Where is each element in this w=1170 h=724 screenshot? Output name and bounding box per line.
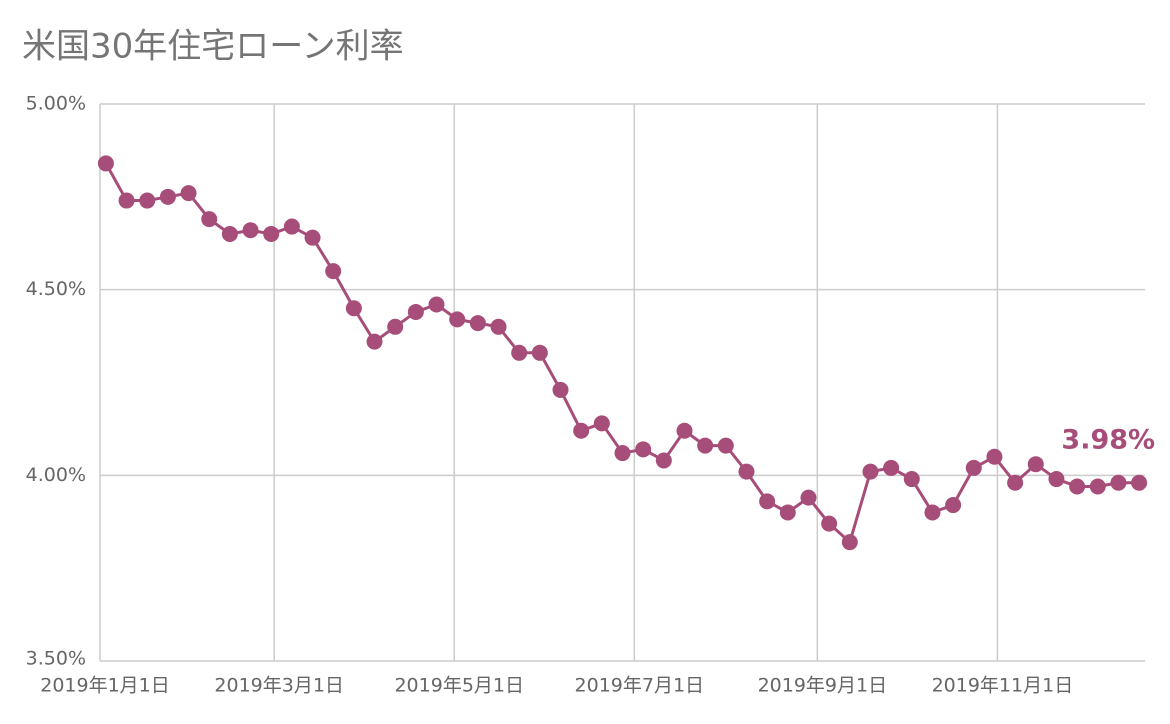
point — [242, 222, 259, 239]
point — [759, 493, 776, 510]
point — [201, 211, 218, 228]
point — [345, 300, 362, 317]
point — [1110, 474, 1127, 491]
point — [903, 471, 920, 488]
x-tick-label: 2019年11月1日 — [932, 675, 1074, 697]
point — [1048, 471, 1065, 488]
point — [118, 192, 135, 209]
point — [800, 489, 817, 506]
x-tick-label: 2019年7月1日 — [575, 675, 705, 697]
point — [531, 344, 548, 361]
point — [304, 229, 321, 246]
point — [1027, 456, 1044, 473]
point — [924, 504, 941, 521]
point — [945, 497, 962, 514]
point — [449, 311, 466, 328]
point — [614, 445, 631, 462]
point — [407, 303, 424, 320]
series-line — [104, 162, 1140, 544]
point — [1069, 478, 1086, 495]
point — [325, 263, 342, 280]
x-tick-label: 2019年9月1日 — [758, 675, 888, 697]
point — [387, 318, 404, 335]
point — [965, 459, 982, 476]
chart-title: 米国30年住宅ローン利率 — [22, 27, 404, 67]
point — [552, 381, 569, 398]
point — [676, 422, 693, 439]
point — [717, 437, 734, 454]
point — [883, 459, 900, 476]
point — [593, 415, 610, 432]
point — [635, 441, 652, 458]
point — [738, 463, 755, 480]
point — [986, 448, 1003, 465]
point — [779, 504, 796, 521]
point — [841, 534, 858, 551]
point — [1007, 474, 1024, 491]
point — [159, 188, 176, 205]
x-tick-label: 2019年5月1日 — [394, 675, 524, 697]
y-tick-label: 4.00% — [26, 464, 86, 486]
y-tick-label: 5.00% — [26, 93, 86, 115]
point — [469, 315, 486, 332]
x-tick-label: 2019年3月1日 — [214, 675, 344, 697]
value-label: 3.98% — [1061, 424, 1155, 455]
point — [97, 155, 114, 172]
point — [862, 463, 879, 480]
y-tick-label: 3.50% — [26, 648, 86, 670]
point — [180, 185, 197, 202]
point — [283, 218, 300, 235]
point — [490, 318, 507, 335]
point — [221, 225, 238, 242]
point — [821, 515, 838, 532]
x-tick-label: 2019年1月1日 — [40, 675, 170, 697]
y-tick-label: 4.50% — [26, 278, 86, 300]
point — [1089, 478, 1106, 495]
point — [139, 192, 156, 209]
point — [1131, 474, 1148, 491]
point — [428, 296, 445, 313]
point — [511, 344, 528, 361]
point — [697, 437, 714, 454]
point — [366, 333, 383, 350]
point — [655, 452, 672, 469]
point — [573, 422, 590, 439]
point — [263, 225, 280, 242]
